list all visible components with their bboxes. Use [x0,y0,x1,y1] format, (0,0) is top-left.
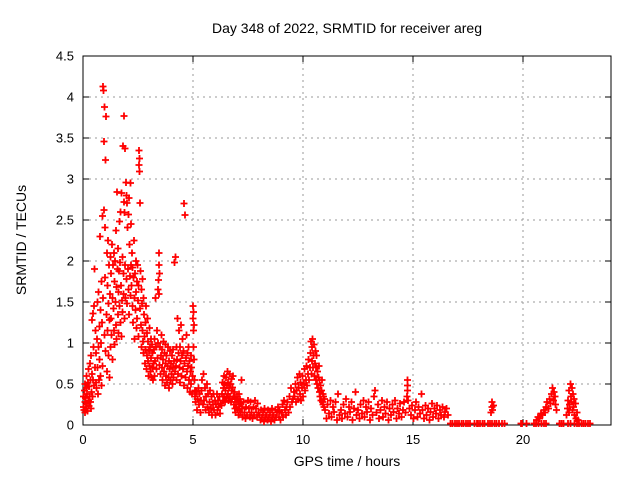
tick-labels: 0 5 10 15 20 0 0.5 1 1.5 2 2.5 3 3.5 4 4.5 [56,49,530,448]
chart-title: Day 348 of 2022, SRMTID for receiver are… [211,20,483,36]
svg-text:1.5: 1.5 [56,295,74,310]
gridlines [83,56,611,425]
data-points [80,83,594,427]
axes [82,55,612,426]
svg-text:0.5: 0.5 [56,377,74,392]
svg-text:3.5: 3.5 [56,131,74,146]
svg-text:1: 1 [67,336,74,351]
svg-text:2: 2 [67,254,74,269]
svg-text:0: 0 [79,432,86,447]
x-axis-label: GPS time / hours [293,453,401,469]
svg-text:4: 4 [67,90,74,105]
svg-text:0: 0 [67,418,74,433]
svg-text:15: 15 [406,432,420,447]
svg-text:10: 10 [296,432,310,447]
svg-text:20: 20 [516,432,530,447]
svg-text:2.5: 2.5 [56,213,74,228]
svg-text:3: 3 [67,172,74,187]
svg-text:4.5: 4.5 [56,49,74,64]
y-axis-label: SRMTID / TECUs [13,184,29,296]
svg-text:5: 5 [189,432,196,447]
